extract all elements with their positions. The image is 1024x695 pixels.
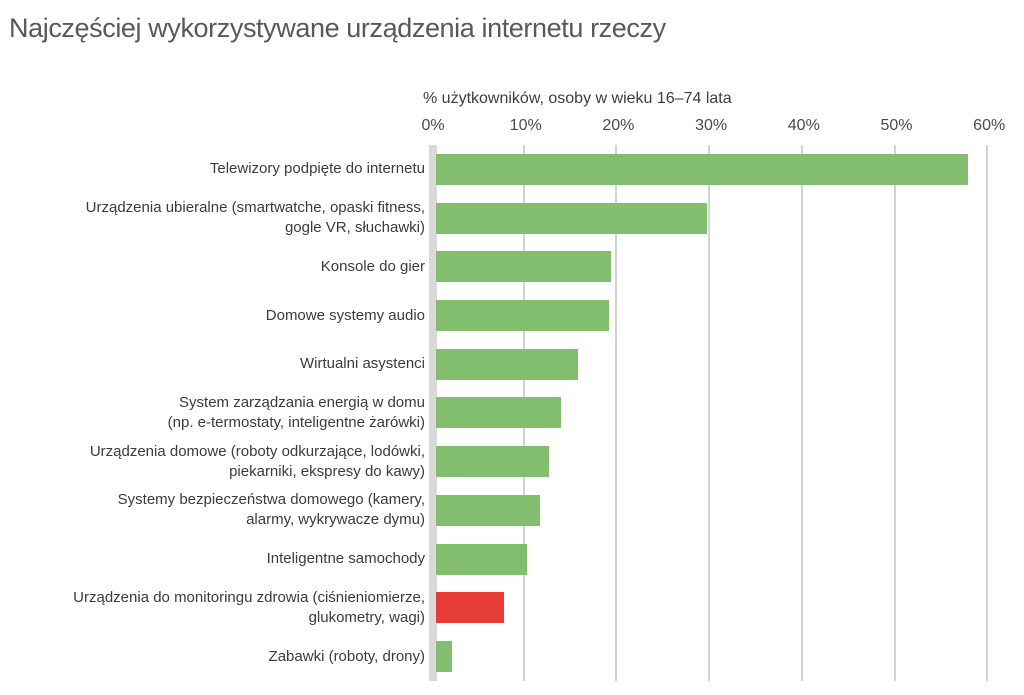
bar-label: Urządzenia ubieralne (smartwatche, opask… [85,199,425,237]
plot-area [429,145,991,681]
bar [436,251,611,283]
bar-label: System zarządzania energią w domu (np. e… [167,393,425,431]
bar [436,348,579,380]
x-axis-tick: 10% [509,117,542,134]
bar [436,494,541,526]
gridline [893,145,896,681]
chart-row [431,583,991,632]
bar [436,641,453,673]
bar [436,446,549,478]
chart-row [431,194,991,243]
bar-label: Urządzenia do monitoringu zdrowia (ciśni… [73,588,425,626]
x-axis-tick: 0% [421,117,445,134]
bar-rows [431,145,991,681]
chart-row [431,437,991,486]
bar-label: Telewizory podpięte do internetu [209,160,425,178]
chart-row [431,389,991,438]
gridline [708,145,711,681]
bar-label: Konsole do gier [320,257,425,275]
gridline [800,145,803,681]
chart-row [431,145,991,194]
chart-title: Najczęściej wykorzystywane urządzenia in… [9,13,666,43]
x-axis-tick: 20% [602,117,635,134]
y-axis-line [429,145,437,681]
bar [436,543,528,575]
x-axis-tick: 40% [787,117,820,134]
bar [436,202,708,234]
chart-row [431,632,991,681]
chart-row [431,242,991,291]
bar-label: Wirtualni asystenci [299,355,425,373]
gridline [986,145,989,681]
chart-row [431,535,991,584]
x-axis-ticks: 0% 10% 20% 30% 40% 50% 60% [421,117,1005,139]
x-axis-title: % użytkowników, osoby w wieku 16–74 lata [423,90,732,107]
chart-row [431,291,991,340]
gridline [615,145,618,681]
x-axis-tick: 50% [880,117,913,134]
bar-label: Domowe systemy audio [265,306,425,324]
bar [436,592,505,624]
bar [436,397,561,429]
chart-row [431,340,991,389]
bar-label: Urządzenia domowe (roboty odkurzające, l… [89,442,425,480]
bar-label: Inteligentne samochody [266,550,425,568]
bar-label: Systemy bezpieczeństwa domowego (kamery,… [117,491,425,529]
bar [436,300,609,332]
x-axis-tick: 30% [695,117,728,134]
x-axis-tick: 60% [973,117,1006,134]
category-labels: Telewizory podpięte do internetu Urządzen… [0,145,425,681]
bar-label: Zabawki (roboty, drony) [268,647,425,665]
bar [436,153,968,185]
chart-row [431,486,991,535]
